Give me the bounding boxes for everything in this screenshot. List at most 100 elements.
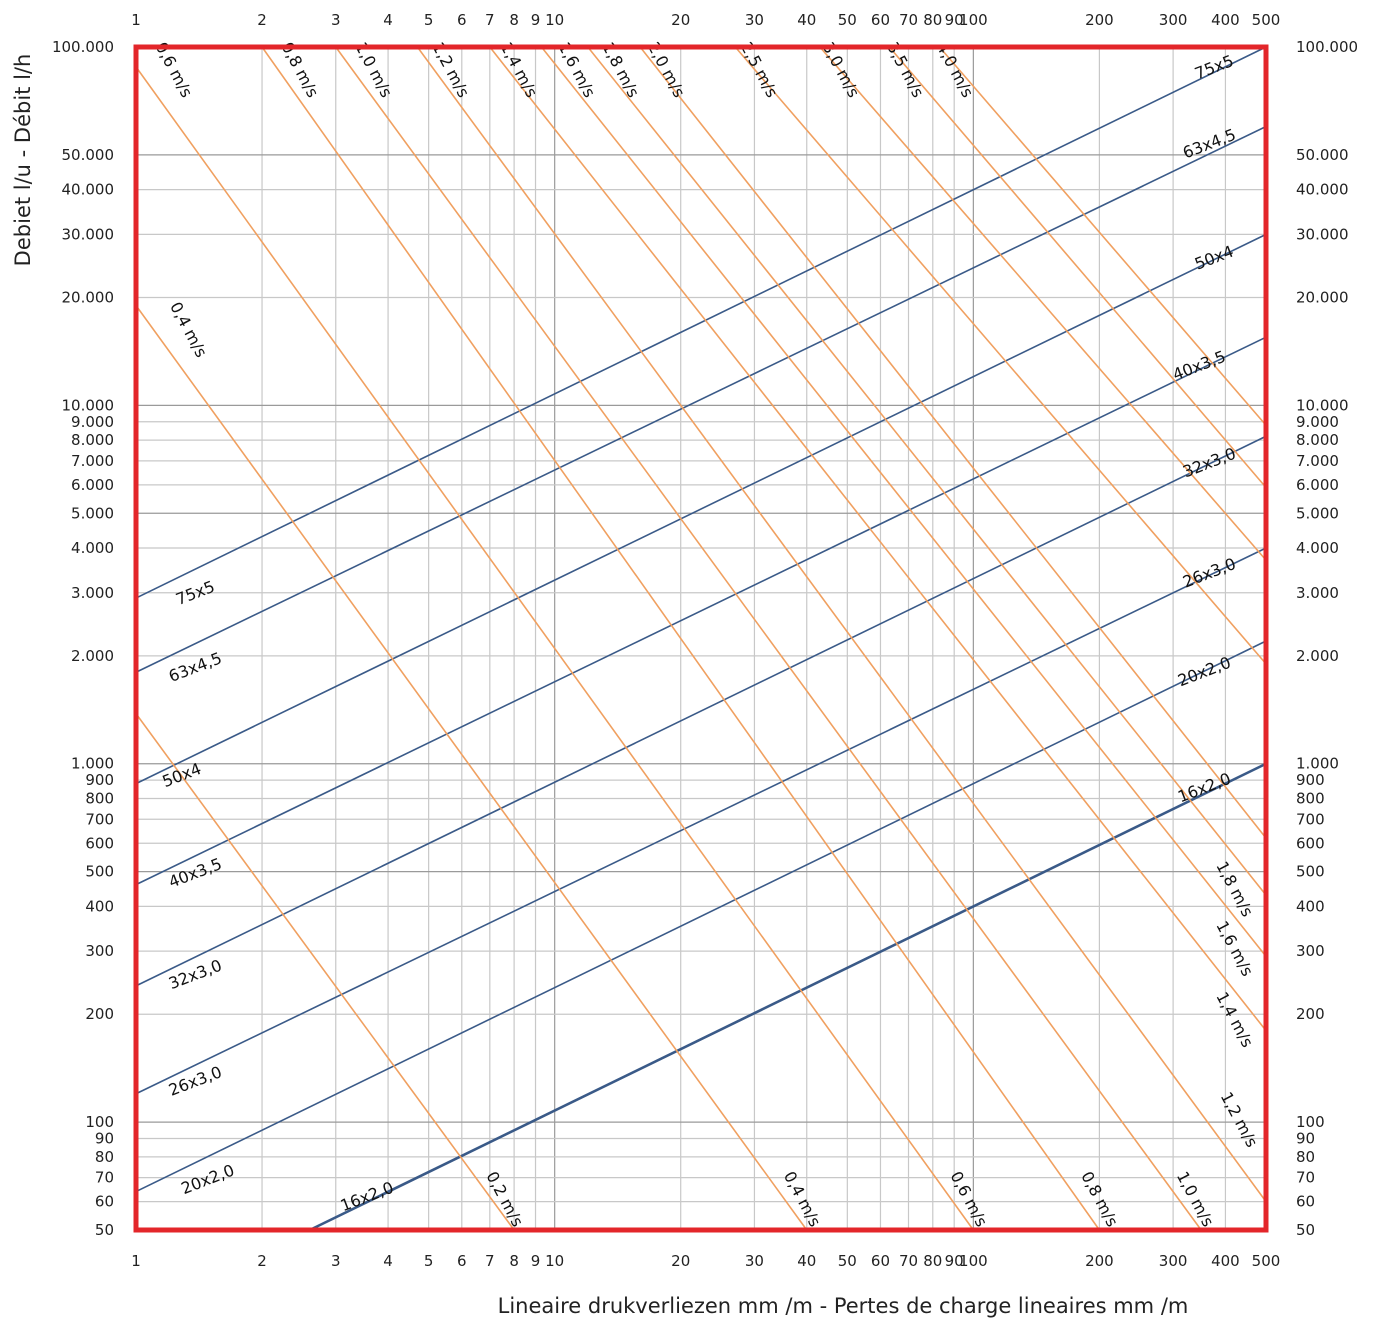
y-tick-label-left: 800	[85, 789, 114, 807]
x-tick-label-top: 400	[1211, 11, 1240, 29]
y-tick-label-right: 80	[1296, 1148, 1315, 1166]
velocity-label: 1,2 m/s	[1217, 1089, 1262, 1151]
plot-frame	[133, 44, 1269, 1233]
x-tick-label-bottom: 4	[383, 1252, 393, 1270]
y-tick-label-right: 8.000	[1296, 431, 1339, 449]
y-tick-label-left: 8.000	[71, 431, 114, 449]
velocity-line-0-2-m-s	[135, 713, 515, 1231]
y-tick-label-right: 70	[1296, 1169, 1315, 1187]
velocity-line-1-0-m-s	[335, 46, 1202, 1231]
y-tick-label-right: 9.000	[1296, 413, 1339, 431]
y-tick-label-right: 50	[1296, 1221, 1315, 1239]
y-tick-label-left: 20.000	[62, 288, 115, 306]
y-tick-label-right: 600	[1296, 834, 1325, 852]
series-labels: 75x5 63x4,5 50x4 40x3,5 32x3,0 26x3,0 20x2,0 16…	[152, 39, 1262, 1230]
velocity-label: 0,4 m/s	[166, 299, 211, 361]
x-tick-label-bottom: 5	[424, 1252, 434, 1270]
x-tick-label-top: 200	[1085, 11, 1114, 29]
x-tick-label-top: 6	[457, 11, 467, 29]
y-tick-label-left: 10.000	[62, 396, 115, 414]
y-tick-label-left: 500	[85, 863, 114, 881]
y-tick-label-left: 50.000	[62, 146, 115, 164]
y-tick-label-left: 2.000	[71, 647, 114, 665]
velocity-line-2-0-m-s	[639, 46, 1267, 839]
x-tick-label-bottom: 20	[671, 1252, 690, 1270]
pipe-label: 32x3,0	[1180, 444, 1238, 482]
x-tick-label-top: 1	[131, 11, 141, 29]
y-tick-label-left: 1.000	[71, 755, 114, 773]
pipe-label: 32x3,0	[166, 956, 224, 994]
pipe-label: 16x2,0	[338, 1178, 396, 1216]
x-tick-label-top: 8	[509, 11, 519, 29]
velocity-line-0-4-m-s	[135, 305, 808, 1231]
x-tick-label-top: 80	[923, 11, 942, 29]
x-tick-label-top: 20	[671, 11, 690, 29]
pipe-line-50x4	[135, 233, 1267, 785]
y-tick-label-left: 5.000	[71, 504, 114, 522]
y-tick-label-left: 400	[85, 897, 114, 915]
velocity-label: 1,8 m/s	[1212, 858, 1257, 920]
y-tick-label-right: 10.000	[1296, 396, 1349, 414]
velocity-line-3-5-m-s	[888, 46, 1267, 489]
y-tick-label-right: 90	[1296, 1130, 1315, 1148]
x-tick-label-bottom: 200	[1085, 1252, 1114, 1270]
y-tick-label-left: 100	[85, 1113, 114, 1131]
y-tick-label-left: 50	[95, 1221, 114, 1239]
pipe-label: 75x5	[1192, 51, 1236, 83]
y-tick-label-left: 6.000	[71, 476, 114, 494]
pipe-label: 20x2,0	[1175, 653, 1233, 691]
y-tick-label-right: 6.000	[1296, 476, 1339, 494]
velocity-line-4-0-m-s	[938, 46, 1267, 426]
pipe-line-75x5	[135, 46, 1267, 599]
y-tick-label-right: 400	[1296, 897, 1325, 915]
y-tick-label-left: 70	[95, 1169, 114, 1187]
y-tick-label-right: 200	[1296, 1005, 1325, 1023]
x-tick-label-bottom: 90	[945, 1252, 964, 1270]
y-tick-label-left: 7.000	[71, 452, 114, 470]
y-tick-label-right: 2.000	[1296, 647, 1339, 665]
x-tick-label-top: 90	[945, 11, 964, 29]
y-tick-label-left: 100.000	[52, 38, 114, 56]
y-tick-label-right: 20.000	[1296, 288, 1349, 306]
x-tick-label-bottom: 30	[745, 1252, 764, 1270]
x-tick-label-top: 7	[485, 11, 495, 29]
y-tick-label-right: 40.000	[1296, 181, 1349, 199]
y-tick-label-right: 1.000	[1296, 755, 1339, 773]
x-tick-label-bottom: 400	[1211, 1252, 1240, 1270]
x-tick-label-top: 40	[797, 11, 816, 29]
grid	[135, 46, 1267, 1231]
x-tick-label-bottom: 3	[331, 1252, 341, 1270]
y-tick-label-right: 900	[1296, 771, 1325, 789]
pipe-label: 26x3,0	[1180, 554, 1238, 592]
pipe-label: 16x2,0	[1175, 769, 1233, 807]
y-tick-label-left: 3.000	[71, 584, 114, 602]
pipe-line-16x2-0	[309, 762, 1267, 1232]
y-tick-label-left: 60	[95, 1193, 114, 1211]
pipe-line-40x3-5	[135, 336, 1267, 886]
x-tick-label-bottom: 70	[899, 1252, 918, 1270]
velocity-line-1-8-m-s	[587, 46, 1267, 896]
velocity-series-group	[135, 46, 1267, 1231]
pipe-label: 75x5	[173, 577, 217, 609]
x-tick-label-bottom: 300	[1159, 1252, 1188, 1270]
y-tick-label-left: 700	[85, 810, 114, 828]
y-tick-label-left: 300	[85, 942, 114, 960]
velocity-line-1-2-m-s	[416, 46, 1267, 1203]
y-tick-label-left: 9.000	[71, 413, 114, 431]
x-tick-label-top: 4	[383, 11, 393, 29]
y-tick-label-left: 900	[85, 771, 114, 789]
y-tick-label-right: 7.000	[1296, 452, 1339, 470]
y-tick-label-left: 200	[85, 1005, 114, 1023]
x-tick-label-bottom: 80	[923, 1252, 942, 1270]
x-tick-label-bottom: 40	[797, 1252, 816, 1270]
velocity-label: 1,4 m/s	[1212, 989, 1257, 1051]
velocity-line-1-6-m-s	[540, 46, 1267, 957]
pipe-label: 40x3,5	[166, 854, 224, 892]
y-tick-label-right: 100.000	[1296, 38, 1358, 56]
y-tick-label-left: 600	[85, 834, 114, 852]
x-tick-label-top: 70	[899, 11, 918, 29]
pipe-label: 63x4,5	[1180, 125, 1238, 163]
x-tick-label-top: 5	[424, 11, 434, 29]
x-tick-label-top: 50	[838, 11, 857, 29]
velocity-line-0-6-m-s	[135, 66, 975, 1231]
